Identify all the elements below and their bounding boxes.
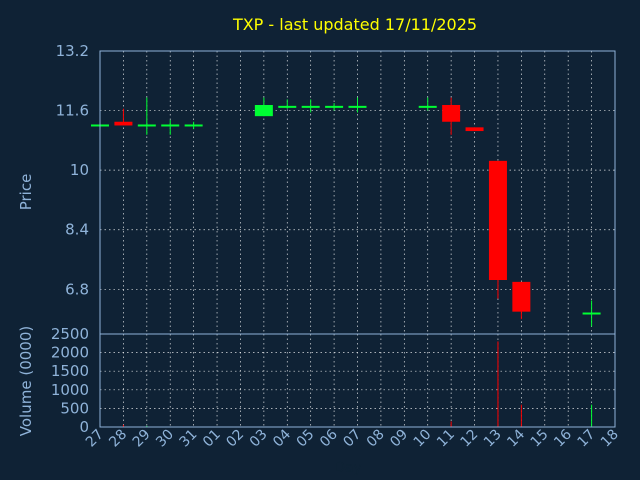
candle-body: [348, 105, 367, 108]
volume-y-tick-label: 1000: [51, 381, 89, 399]
candle-body: [442, 104, 461, 122]
chart-title: TXP - last updated 17/11/2025: [232, 15, 477, 34]
price-frame: [99, 50, 616, 335]
x-tick-labels: 27 28 29 30 31 01 02 03 04 05 06 07 08 09 10 11 12 13 14 15…: [83, 426, 622, 450]
x-tick-label: 17: [574, 427, 598, 451]
x-tick-label: 29: [130, 427, 154, 451]
x-tick-label: 11: [434, 427, 458, 451]
x-tick-label: 03: [247, 427, 271, 451]
price-y-ticks: 13.2 11.6 10 8.4 6.8: [56, 42, 89, 298]
candle-body: [278, 105, 297, 108]
price-y-tick-label: 13.2: [56, 42, 89, 60]
x-tick-label: 14: [504, 426, 528, 450]
x-tick-label: 05: [294, 427, 318, 451]
x-tick-label: 12: [457, 427, 481, 451]
candle-body: [301, 105, 320, 108]
volume-bars: [122, 341, 593, 427]
volume-y-tick-label: 500: [60, 399, 89, 417]
x-tick-label: 28: [106, 427, 130, 451]
x-tick-label: 31: [177, 427, 201, 451]
x-tick-label: 13: [481, 427, 505, 451]
price-grid: [100, 51, 615, 334]
x-tick-label: 02: [223, 427, 247, 451]
x-tick-label: 15: [528, 427, 552, 451]
x-axis-title: Day: [334, 460, 362, 476]
price-axis-title: Price: [17, 174, 35, 211]
x-tick-label: 16: [551, 426, 575, 450]
price-panel: 13.2 11.6 10 8.4 6.8: [56, 42, 616, 335]
candle-body: [184, 124, 203, 127]
volume-grid: [100, 334, 615, 427]
x-tick-label: 04: [270, 426, 294, 450]
volume-frame: [99, 333, 616, 428]
candle-body: [161, 124, 180, 127]
candle-body: [418, 105, 437, 108]
candle-body: [465, 127, 484, 132]
x-tick-label: 09: [387, 427, 411, 451]
candle-body: [488, 160, 507, 281]
x-tick-label: 08: [364, 427, 388, 451]
price-y-tick-label: 11.6: [56, 102, 89, 120]
price-y-tick-label: 8.4: [65, 221, 89, 239]
candle-body: [137, 124, 156, 127]
volume-y-tick-label: 1500: [51, 362, 89, 380]
price-y-tick-label: 6.8: [65, 280, 89, 298]
candle-body: [254, 104, 273, 117]
x-tick-label: 06: [317, 426, 341, 450]
volume-y-tick-label: 0: [79, 418, 89, 436]
x-tick-label: 01: [200, 427, 224, 451]
price-candles: [91, 97, 601, 327]
volume-axis-title: Volume (0000): [17, 326, 35, 436]
x-tick-label: 18: [598, 427, 622, 451]
candle-body: [512, 281, 531, 312]
volume-y-tick-label: 2500: [51, 325, 89, 343]
price-y-tick-label: 10: [70, 161, 89, 179]
candle-body: [114, 121, 133, 126]
x-tick-label: 10: [411, 427, 435, 451]
candle-body: [582, 312, 601, 315]
x-tick-label: 30: [153, 427, 177, 451]
candle-body: [325, 105, 344, 108]
volume-y-tick-label: 2000: [51, 344, 89, 362]
x-tick-label: 07: [340, 427, 364, 451]
